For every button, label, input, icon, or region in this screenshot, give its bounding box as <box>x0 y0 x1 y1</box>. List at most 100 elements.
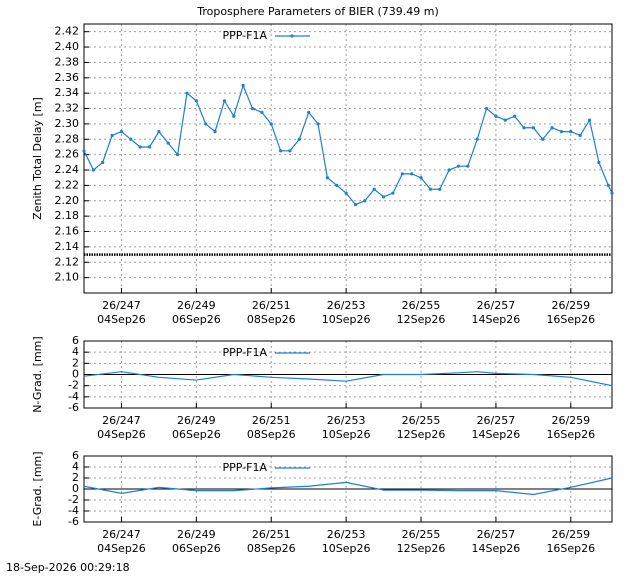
y-tick-label: 2.16 <box>55 225 80 238</box>
point <box>213 130 217 134</box>
y-tick-label: 4 <box>72 460 79 473</box>
x-tick-label: 26/257 <box>477 528 516 541</box>
x-tick-label: 26/249 <box>177 299 216 312</box>
legend-label: PPP-F1A <box>223 346 268 359</box>
y-axis-label: Zenith Total Delay [m] <box>31 97 44 220</box>
y-tick-label: -6 <box>68 515 79 528</box>
point <box>82 149 86 153</box>
x-tick-label: 26/257 <box>477 414 516 427</box>
point <box>297 137 301 141</box>
x-tick-date: 16Sep26 <box>546 313 595 326</box>
y-tick-label: -6 <box>68 401 79 414</box>
x-tick-label: 26/247 <box>102 528 141 541</box>
x-tick-date: 08Sep26 <box>247 313 296 326</box>
x-tick-label: 26/257 <box>477 299 516 312</box>
y-tick-label: 0 <box>72 368 79 381</box>
y-tick-label: 2 <box>72 356 79 369</box>
title: Troposphere Parameters of BIER (739.49 m… <box>196 5 439 18</box>
y-tick-label: 6 <box>72 449 79 462</box>
series-line <box>83 477 613 496</box>
y-tick-label: 2.38 <box>55 55 80 68</box>
point <box>372 187 376 191</box>
x-tick-date: 10Sep26 <box>322 542 371 555</box>
x-tick-date: 10Sep26 <box>322 313 371 326</box>
y-tick-label: 2.28 <box>55 132 80 145</box>
y-tick-label: -2 <box>68 493 79 506</box>
y-tick-label: 2.18 <box>55 209 80 222</box>
x-tick-date: 16Sep26 <box>546 542 595 555</box>
point <box>232 114 236 118</box>
x-tick-label: 26/255 <box>402 299 441 312</box>
series-line <box>83 371 613 387</box>
point <box>307 110 311 114</box>
point <box>194 99 198 103</box>
point <box>204 122 208 126</box>
point <box>325 176 330 180</box>
point <box>447 168 451 172</box>
point <box>494 114 498 118</box>
point <box>260 110 264 114</box>
point <box>456 164 461 168</box>
point <box>353 203 358 207</box>
point <box>335 183 339 187</box>
y-tick-label: 2.40 <box>55 40 80 53</box>
y-tick-label: 2.20 <box>55 194 80 207</box>
x-tick-date: 12Sep26 <box>397 542 446 555</box>
x-tick-date: 06Sep26 <box>172 428 221 441</box>
point <box>344 191 348 195</box>
point <box>316 122 320 126</box>
timestamp: 18-Sep-2026 00:29:18 <box>6 561 130 574</box>
x-tick-date: 06Sep26 <box>172 542 221 555</box>
x-tick-label: 26/255 <box>402 414 441 427</box>
point <box>288 149 292 153</box>
point <box>381 195 386 199</box>
point <box>101 160 105 164</box>
x-tick-label: 26/247 <box>102 414 141 427</box>
x-tick-date: 04Sep26 <box>97 313 146 326</box>
x-tick-date: 12Sep26 <box>397 428 446 441</box>
x-tick-date: 14Sep26 <box>472 313 521 326</box>
x-tick-date: 06Sep26 <box>172 313 221 326</box>
y-tick-label: 0 <box>72 482 79 495</box>
x-tick-label: 26/247 <box>102 299 141 312</box>
point <box>157 130 161 134</box>
point <box>578 133 582 138</box>
point <box>129 137 133 141</box>
y-tick-label: 2.24 <box>55 163 80 176</box>
point <box>419 176 423 180</box>
x-tick-date: 14Sep26 <box>472 542 521 555</box>
x-tick-label: 26/251 <box>252 414 291 427</box>
point <box>391 191 395 195</box>
legend-label: PPP-F1A <box>223 461 268 474</box>
point <box>138 145 142 149</box>
point <box>569 130 573 134</box>
legend-point <box>290 34 294 38</box>
point <box>185 91 189 95</box>
y-tick-label: -4 <box>68 390 79 403</box>
legend-label: PPP-F1A <box>223 29 268 42</box>
y-tick-label: 2.30 <box>55 117 80 130</box>
y-tick-label: 2.36 <box>55 71 80 84</box>
x-tick-label: 26/251 <box>252 528 291 541</box>
y-tick-label: 2.26 <box>55 148 80 161</box>
y-tick-label: 2.42 <box>55 25 80 38</box>
point <box>559 130 564 134</box>
x-tick-label: 26/253 <box>327 299 366 312</box>
plot-frame <box>83 23 613 294</box>
point <box>241 83 245 88</box>
point <box>438 187 442 191</box>
point <box>166 141 170 145</box>
x-tick-date: 10Sep26 <box>322 428 371 441</box>
x-tick-label: 26/249 <box>177 414 216 427</box>
y-tick-label: 2.34 <box>55 86 80 99</box>
y-tick-label: 2.14 <box>55 240 80 253</box>
point <box>428 187 432 191</box>
y-tick-label: 6 <box>72 334 79 347</box>
x-tick-label: 26/253 <box>327 414 366 427</box>
x-tick-date: 04Sep26 <box>97 542 146 555</box>
y-tick-label: 2.22 <box>55 178 80 191</box>
point <box>475 137 479 141</box>
x-tick-label: 26/253 <box>327 528 366 541</box>
point <box>513 114 517 118</box>
y-tick-label: 2.10 <box>55 271 80 284</box>
